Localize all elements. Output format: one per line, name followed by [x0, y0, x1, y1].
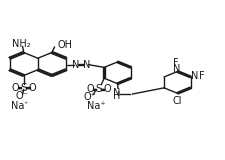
Text: N: N — [82, 60, 90, 70]
Text: O: O — [86, 84, 93, 94]
Text: O⁻: O⁻ — [83, 92, 96, 102]
Text: NH₂: NH₂ — [12, 39, 31, 49]
Text: N: N — [190, 71, 198, 81]
Text: Cl: Cl — [172, 96, 181, 106]
Text: ⁺: ⁺ — [23, 100, 27, 109]
Text: S: S — [20, 83, 27, 92]
Text: O⁻: O⁻ — [15, 91, 28, 101]
Text: N: N — [72, 60, 79, 70]
Text: F: F — [172, 58, 178, 68]
Text: N: N — [113, 88, 120, 98]
Text: N: N — [172, 64, 179, 74]
Text: OH: OH — [57, 40, 72, 50]
Text: O: O — [11, 83, 19, 92]
Text: S: S — [95, 84, 101, 94]
Text: O: O — [103, 84, 110, 94]
Text: F: F — [198, 71, 204, 81]
Text: Na: Na — [11, 101, 25, 111]
Text: O: O — [28, 83, 36, 92]
Text: H: H — [113, 92, 120, 101]
Text: Na⁺: Na⁺ — [87, 101, 105, 111]
